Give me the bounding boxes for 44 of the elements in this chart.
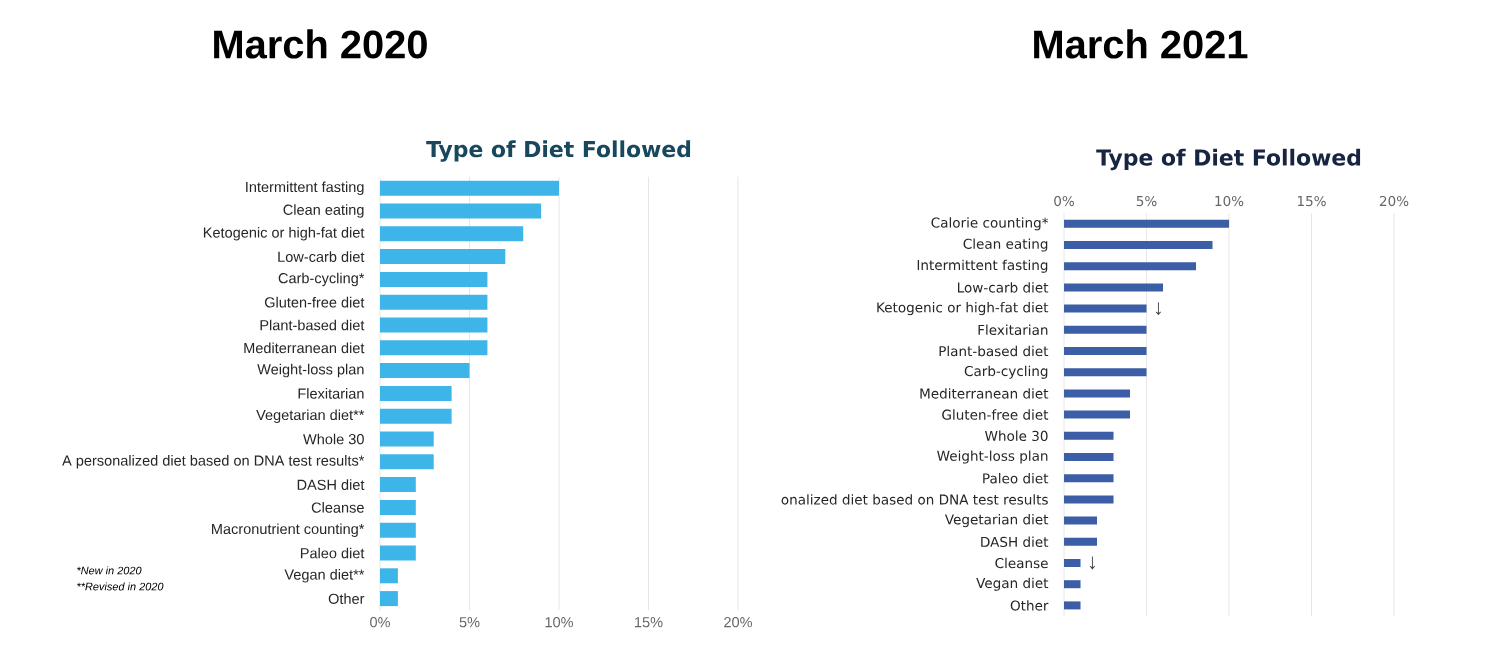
chart-subtitle: Type of Diet Followed [1096,148,1361,171]
bar [380,294,488,310]
bar [380,317,488,333]
bar [380,408,452,424]
bar [380,568,398,584]
bar [380,226,524,242]
bar [380,203,542,219]
bar [380,545,416,561]
bar [380,477,416,493]
bar [380,591,398,607]
chart-title: March 2021 [1034,29,1248,59]
bar [1064,474,1114,483]
bar [1064,347,1147,356]
bar [1064,559,1081,568]
bar [1064,304,1147,313]
bar [380,454,434,470]
bar [1064,389,1131,398]
bar [1064,262,1197,271]
bar [1064,283,1164,292]
bar [380,271,488,287]
chart-subtitle: Type of Diet Followed [426,140,691,162]
bar [1064,453,1114,462]
chart-title: March 2020 [214,29,427,59]
bar [1064,219,1230,228]
bar [1064,495,1114,504]
bar [380,522,416,538]
bar [380,340,488,356]
bar [1064,325,1147,334]
bar [1064,368,1147,377]
annotation: ↓ [1089,556,1095,570]
bar [380,385,452,401]
annotation: ↓ [1155,302,1161,316]
bar [380,180,560,196]
bar [1064,410,1131,419]
bar [1064,601,1081,610]
bar [380,431,434,447]
bar [380,363,470,379]
bar [1064,431,1114,440]
bar [1064,580,1081,589]
bar [380,249,506,265]
bar [1064,516,1098,525]
bar [1064,537,1098,546]
bar [380,499,416,515]
bar [1064,241,1213,250]
